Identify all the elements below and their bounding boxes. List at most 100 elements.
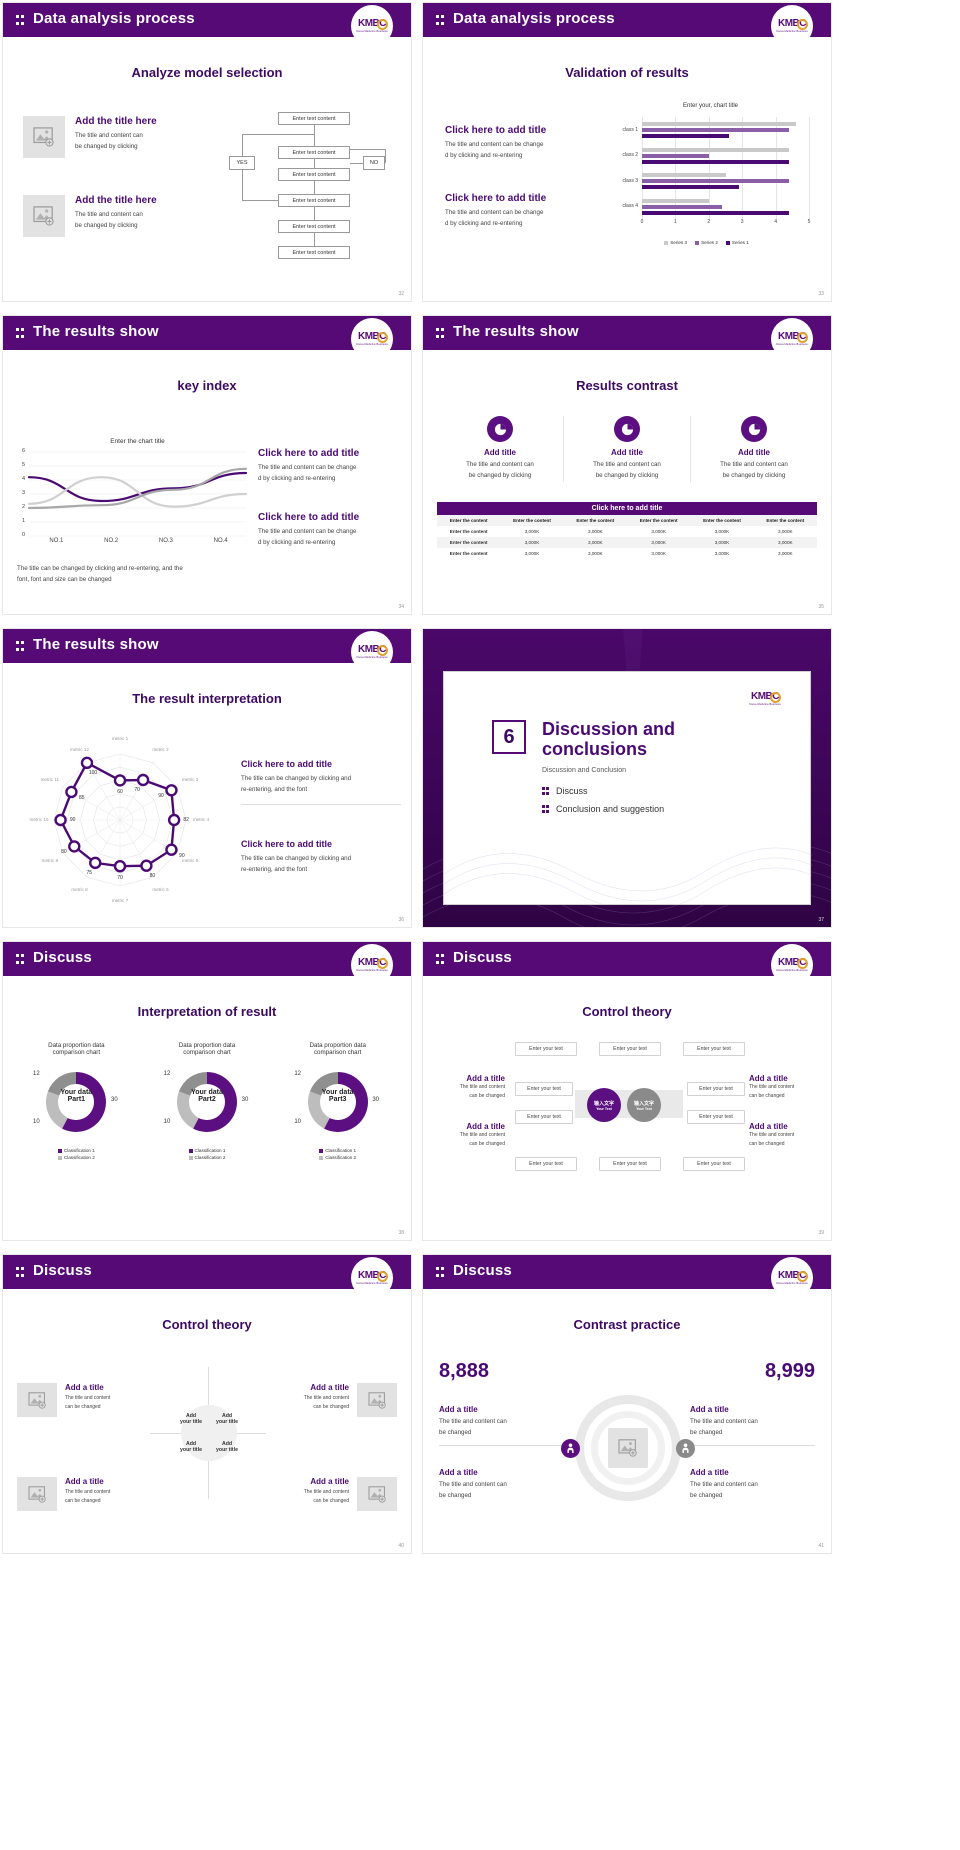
donut-card[interactable]: Data proportion data comparison chart Your… [11,1042,142,1162]
process-box[interactable]: Enter your text [599,1042,661,1056]
donut-slice [323,1072,368,1132]
center-label-4[interactable]: Add your title [212,1441,242,1453]
bar-series-1 [642,159,789,164]
radar-axis-label: metric 3 [181,776,199,782]
radar-axis-label: metric 8 [71,887,88,893]
card-body-line2: be changed by clicking [722,471,786,479]
table-header-row: Enter the content Enter the content Enter … [437,515,817,526]
slide-34[interactable]: The results show KMBC Korea Medicine Bus… [2,315,412,615]
donut-row: Data proportion data comparison chart Your… [11,1042,403,1162]
page-title: Results contrast [576,378,678,393]
bar-series-3 [642,122,796,126]
flow-decision-yes[interactable]: YES [229,156,255,170]
slide-header-bar [423,942,831,976]
process-box[interactable]: Enter your text [515,1157,577,1171]
side-body-1: The title and content [459,1132,505,1138]
side-body-1: The title and content [749,1132,795,1138]
slide-33[interactable]: Data analysis process KMBC Korea Medicin… [422,2,832,302]
logo-ring-icon [377,332,388,343]
page-number: 38 [398,1230,404,1236]
center-label-2[interactable]: Add your title [212,1413,242,1425]
line-chart-svg [27,451,248,537]
legend-label: Series 1 [731,240,749,245]
side-title: Add a title [749,1122,788,1131]
slide-36[interactable]: The results show KMBC Korea Medicine Bus… [2,628,412,928]
slide-38[interactable]: Discuss KMBC Korea Medicine Business Int… [2,941,412,1241]
table-cell: 3,000K [690,526,754,537]
image-placeholder-icon[interactable] [23,116,65,158]
flow-box-5[interactable]: Enter text content [278,220,350,233]
slide-41[interactable]: Discuss KMBC Korea Medicine Business Con… [422,1254,832,1554]
donut-center-line1: Your data [60,1089,93,1096]
image-placeholder-icon[interactable] [357,1383,397,1417]
table-header-cell: Enter the content [563,515,627,526]
center-circle-2[interactable]: 输入文字 Your Text [627,1088,661,1122]
radar-point [113,859,127,873]
result-card[interactable]: Add title The title and content can be c… [691,416,817,482]
image-placeholder-icon[interactable] [357,1477,397,1511]
process-box[interactable]: Enter your text [515,1042,577,1056]
section-subtitle: Discussion and Conclusion [542,766,627,774]
slide-32[interactable]: Data analysis process KMBC Korea Medicin… [2,2,412,302]
flow-box-2[interactable]: Enter text content [278,146,350,159]
donut-value-label: 30 [372,1097,380,1103]
flow-box-3[interactable]: Enter text content [278,168,350,181]
logo-text: KMBC [358,331,387,342]
line-series-series-2 [27,476,248,508]
table-title-bar[interactable]: Click here to add title [437,502,817,515]
process-box[interactable]: Enter your text [683,1157,745,1171]
side-title: Add a title [466,1074,505,1083]
image-placeholder-icon[interactable] [23,195,65,237]
slide-39[interactable]: Discuss KMBC Korea Medicine Business Con… [422,941,832,1241]
table-cell: 3,000K [500,526,564,537]
donut-caption-line2: comparison chart [183,1049,231,1056]
x-tick: NO.2 [104,538,119,544]
block-body-2: be changed [690,1428,723,1436]
process-box-left2[interactable]: Enter your text [515,1110,573,1124]
legend-label: Classification 1 [325,1148,357,1153]
donut-card[interactable]: Data proportion data comparison chart Your… [272,1042,403,1162]
radar-axis-label: metric 4 [192,817,210,822]
flow-decision-no[interactable]: NO [363,156,385,170]
side-right-block-1: Add a title The title and content can be… [749,1074,821,1101]
donut-value-label: 10 [32,1119,40,1125]
process-box[interactable]: Enter your text [599,1157,661,1171]
center-label-1[interactable]: Add your title [176,1413,206,1425]
slide-35[interactable]: The results show KMBC Korea Medicine Bus… [422,315,832,615]
radar-point [165,843,178,856]
slide-37[interactable]: KMBC Korea Medicine Business 6 Discussio… [422,628,832,928]
block-body-line2: re-entering, and the font [241,785,308,793]
image-placeholder-icon[interactable] [17,1477,57,1511]
donut-card[interactable]: Data proportion data comparison chart Your… [142,1042,273,1162]
y-tick: 5 [21,462,25,468]
process-box[interactable]: Enter your text [683,1042,745,1056]
center-circle-1[interactable]: 输入文字 Your Text [587,1088,621,1122]
connector [314,181,315,194]
process-box-left[interactable]: Enter your text [515,1082,573,1096]
bar-chart: Enter your, chart title class 1 class 2 cl… [608,103,813,248]
page-number: 40 [398,1543,404,1549]
process-box-right[interactable]: Enter your text [687,1082,745,1096]
image-placeholder-icon[interactable] [608,1428,648,1468]
connector [314,207,315,220]
block-body-line1: The title and content can be change [445,141,544,148]
quadrant-body-1: The title and content [65,1395,111,1401]
result-card[interactable]: Add title The title and content can be c… [437,416,564,482]
bar-category-label: class 1 [622,126,638,133]
bullet-label: Discuss [556,785,588,796]
flow-box-1[interactable]: Enter text content [278,112,350,125]
logo-text: KMBC [778,957,807,968]
process-box-right2[interactable]: Enter your text [687,1110,745,1124]
logo-text: KMBC [778,1270,807,1281]
result-card[interactable]: Add title The title and content can be c… [564,416,691,482]
flow-box-6[interactable]: Enter text content [278,246,350,259]
slide-40[interactable]: Discuss KMBC Korea Medicine Business Con… [2,1254,412,1554]
x-tick: NO.4 [213,538,228,544]
image-placeholder-icon[interactable] [17,1383,57,1417]
table-cell: 3,000K [563,548,627,559]
slide-header-bar [423,1255,831,1289]
center-label-3[interactable]: Add your title [176,1441,206,1453]
flow-box-4[interactable]: Enter text content [278,194,350,207]
legend-label: Classification 2 [63,1155,95,1161]
block-title: Add the title here [75,116,157,127]
